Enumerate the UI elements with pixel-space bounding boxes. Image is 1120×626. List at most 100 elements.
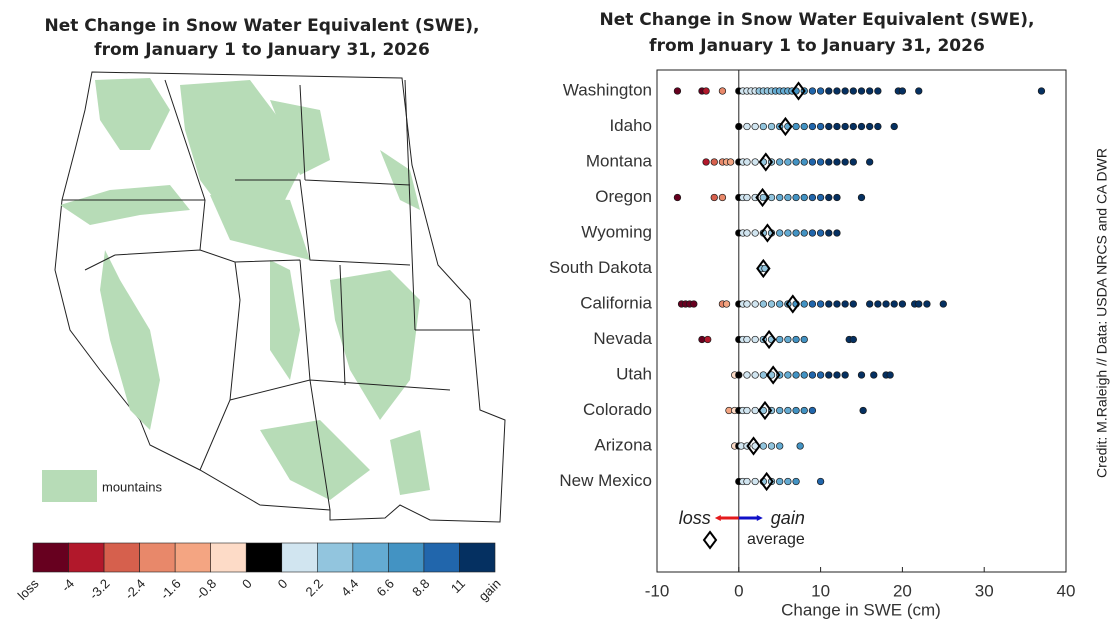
site-point <box>796 442 804 450</box>
site-point <box>718 193 727 202</box>
colorbar-label: 8.8 <box>409 576 432 599</box>
y-tick-label: Colorado <box>583 400 652 419</box>
site-point <box>751 229 759 237</box>
mountains <box>60 78 430 500</box>
site-point <box>857 122 866 131</box>
credit: Credit: M.Raleigh // Data: USDA NRCS and… <box>1094 148 1110 478</box>
y-tick-label: Arizona <box>594 435 652 454</box>
site-point <box>870 371 878 379</box>
site-point <box>743 122 751 131</box>
colorbar-label: gain <box>476 576 504 604</box>
site-point <box>849 87 857 95</box>
x-tick-label: 0 <box>734 581 743 600</box>
average-marker <box>791 81 806 101</box>
gain-arrow-head <box>756 515 763 521</box>
site-point <box>751 477 759 486</box>
colorbar-cell <box>388 542 425 573</box>
y-tick-label: Utah <box>616 364 652 383</box>
site-point <box>898 300 907 308</box>
site-point <box>759 371 767 379</box>
site-point <box>816 229 825 237</box>
site-point <box>702 87 710 95</box>
colorbar-label: -3.2 <box>86 576 112 602</box>
mountain-legend-label: mountains <box>102 479 162 494</box>
site-point <box>792 122 800 131</box>
site-point <box>816 158 825 166</box>
site-point <box>816 477 825 486</box>
site-point <box>792 477 800 486</box>
site-point <box>776 406 784 415</box>
average-marker <box>760 223 775 243</box>
legend-average: average <box>747 531 805 548</box>
site-point <box>816 371 825 379</box>
site-point <box>825 158 833 166</box>
site-point <box>833 158 841 166</box>
site-point <box>759 442 767 450</box>
chart-title: from January 1 to January 31, 2026 <box>649 36 985 56</box>
site-point <box>833 193 841 202</box>
site-point <box>841 122 849 131</box>
site-point <box>808 300 817 308</box>
site-point <box>841 300 849 308</box>
site-point <box>825 87 833 95</box>
site-point <box>808 193 817 202</box>
colorbar-label: 2.2 <box>302 576 325 599</box>
colorbar-label: 6.6 <box>374 576 397 599</box>
site-point <box>792 229 800 237</box>
colorbar-label: 4.4 <box>338 576 361 599</box>
site-point <box>784 335 792 344</box>
legend-average-marker <box>702 530 718 550</box>
site-point <box>743 193 751 202</box>
site-point <box>722 300 731 308</box>
x-tick-label: 30 <box>975 581 994 600</box>
site-point <box>710 193 718 202</box>
colorbar-label: -1.6 <box>157 576 183 602</box>
site-point <box>923 300 931 308</box>
site-point <box>792 406 800 415</box>
site-point <box>816 87 825 95</box>
site-point <box>808 229 817 237</box>
site-point <box>718 87 727 95</box>
site-point <box>710 158 718 166</box>
site-point <box>866 300 874 308</box>
site-point <box>833 122 841 131</box>
colorbar-label: 0 <box>239 576 255 592</box>
site-point <box>1037 87 1046 95</box>
site-point <box>776 477 784 486</box>
site-point <box>735 371 743 379</box>
x-tick-label: 20 <box>893 581 912 600</box>
site-point <box>767 300 776 308</box>
colorbar-label: -0.8 <box>193 576 219 602</box>
site-point <box>767 122 776 131</box>
site-point <box>743 335 751 344</box>
site-point <box>673 87 682 95</box>
site-point <box>735 122 743 131</box>
colorbar-cell <box>103 542 140 573</box>
site-point <box>816 122 825 131</box>
site-point <box>800 229 808 237</box>
site-point <box>704 335 712 344</box>
site-point <box>866 158 874 166</box>
site-point <box>702 158 710 166</box>
site-point <box>849 300 857 308</box>
average-marker <box>785 294 801 314</box>
colorbar-label: loss <box>15 576 42 603</box>
colorbar-cell <box>352 542 389 573</box>
average-marker <box>746 436 761 456</box>
average-marker <box>759 471 774 492</box>
site-point <box>833 229 841 237</box>
colorbar-cell <box>174 542 211 573</box>
site-point <box>866 87 874 95</box>
colorbar-cell <box>139 542 176 573</box>
x-tick-label: 10 <box>811 581 830 600</box>
map: mountains loss -4 -3.2 -2.4 -1.6 -0.8 0 0 2.2 4.4… <box>15 71 506 604</box>
site-point <box>800 371 808 379</box>
site-point <box>751 300 759 308</box>
site-point <box>743 406 751 415</box>
site-point <box>776 300 784 308</box>
site-point <box>800 193 808 202</box>
site-point <box>784 406 792 415</box>
average-marker <box>755 187 770 208</box>
site-point <box>833 300 841 308</box>
